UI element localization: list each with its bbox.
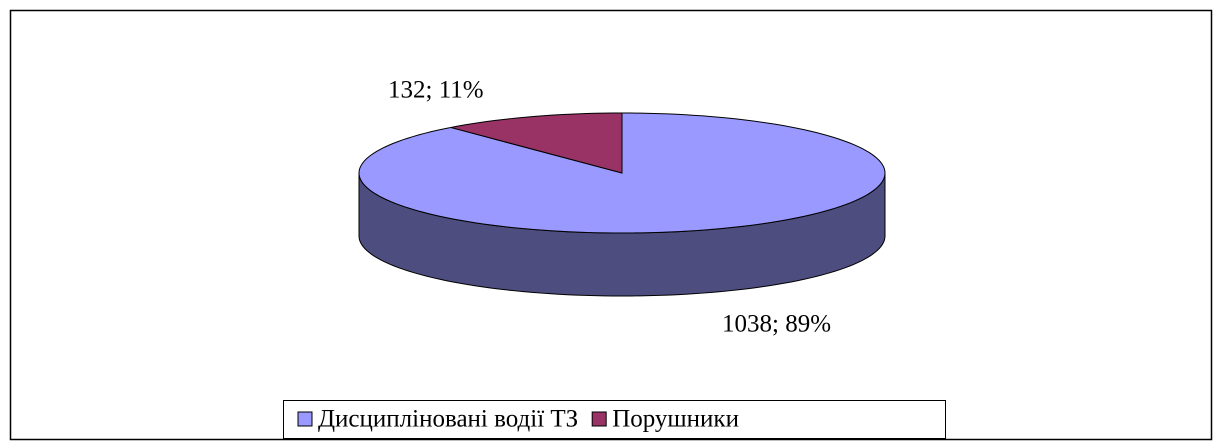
legend-swatch [591, 411, 607, 427]
pie-slice [450, 112, 623, 174]
data-label: 132; 11% [388, 77, 484, 104]
legend-box [283, 400, 946, 439]
data-label: 1038; 89% [722, 311, 831, 338]
legend-swatch [297, 411, 313, 427]
legend-label: Дисципліновані водії ТЗ [318, 406, 578, 433]
legend-label: Порушники [612, 406, 739, 433]
